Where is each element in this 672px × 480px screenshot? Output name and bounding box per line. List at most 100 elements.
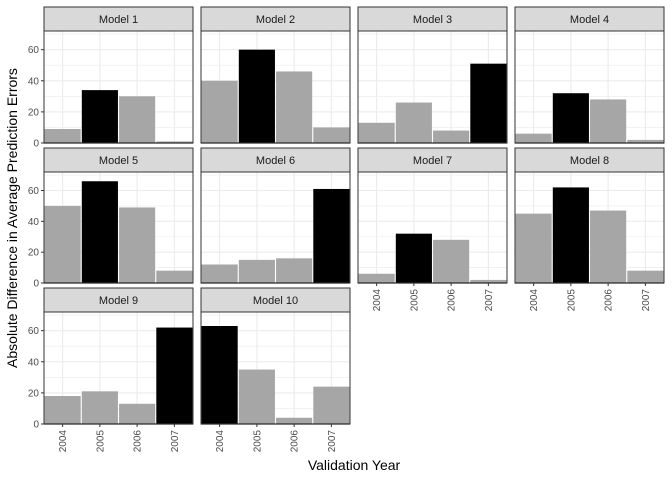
- bar: [201, 326, 238, 424]
- facet-strip: [200, 287, 351, 313]
- bar: [470, 63, 507, 143]
- facet-strip-label: Model 10: [253, 295, 298, 307]
- panel-border: [357, 30, 508, 144]
- facet-strip-label: Model 9: [99, 295, 138, 307]
- facet-strip-label: Model 6: [256, 155, 295, 167]
- bar: [276, 417, 313, 424]
- panel-background: [358, 172, 507, 283]
- bar: [590, 210, 627, 283]
- bar: [313, 386, 350, 424]
- x-tick-label: 2005: [95, 430, 106, 453]
- bar: [552, 187, 589, 283]
- bar: [470, 279, 507, 283]
- y-tick-label: 40: [28, 357, 40, 368]
- y-axis-title: Absolute Difference in Average Predictio…: [4, 68, 20, 368]
- bar: [44, 396, 81, 424]
- facet-panel: Model 1 0 20 40 60: [28, 6, 194, 150]
- bar: [156, 327, 193, 424]
- facet-strip: [514, 6, 665, 32]
- bar: [119, 207, 156, 283]
- facet-strip: [43, 6, 194, 32]
- x-axis-title: Validation Year: [308, 457, 401, 473]
- bar: [627, 270, 664, 283]
- facet-strip-label: Model 2: [256, 14, 295, 26]
- x-tick-label: 2006: [604, 289, 615, 312]
- bar: [515, 213, 552, 283]
- bar: [238, 369, 275, 424]
- panel-border: [357, 171, 508, 284]
- bar: [395, 102, 432, 143]
- bar: [81, 391, 118, 424]
- bar: [515, 133, 552, 143]
- bar: [276, 258, 313, 283]
- panel-border: [43, 311, 194, 425]
- facet-strip-label: Model 4: [570, 14, 609, 26]
- y-tick-label: 0: [33, 139, 39, 150]
- panel-border: [514, 30, 665, 144]
- x-tick-label: 2004: [58, 430, 69, 453]
- x-tick-label: 2007: [170, 430, 181, 453]
- bar: [358, 122, 395, 143]
- facet-panel: Model 6: [200, 147, 351, 284]
- x-tick-label: 2005: [409, 289, 420, 312]
- panel-background: [44, 31, 193, 143]
- bar: [81, 181, 118, 283]
- bar: [156, 270, 193, 283]
- x-tick-label: 2005: [566, 289, 577, 312]
- facet-strip-label: Model 3: [413, 14, 452, 26]
- x-tick-label: 2006: [290, 430, 301, 453]
- facet-strip-label: Model 8: [570, 155, 609, 167]
- facet-strip: [357, 147, 508, 173]
- y-tick-label: 0: [33, 279, 39, 290]
- y-tick-label: 60: [28, 326, 40, 337]
- facet-panel: Model 2: [200, 6, 351, 144]
- bar: [627, 139, 664, 143]
- panel-border: [514, 171, 665, 284]
- panel-background: [515, 31, 664, 143]
- facet-panel: Model 5 0 20 40 60: [28, 147, 194, 290]
- x-tick-label: 2007: [327, 430, 338, 453]
- bar: [238, 259, 275, 283]
- y-tick-label: 20: [28, 248, 40, 259]
- panel-border: [43, 171, 194, 284]
- facet-strip-label: Model 7: [413, 155, 452, 167]
- panel-border: [200, 311, 351, 425]
- facet-panel: Model 9 0 20 40 60 2004 2005 2006 2007: [28, 287, 194, 453]
- facet-strip: [200, 6, 351, 32]
- bar: [433, 130, 470, 143]
- y-tick-label: 60: [28, 186, 40, 197]
- facet-panel: Model 4: [514, 6, 665, 144]
- x-tick-label: 2006: [133, 430, 144, 453]
- x-tick-label: 2004: [215, 430, 226, 453]
- bar: [313, 188, 350, 283]
- y-tick-label: 40: [28, 217, 40, 228]
- x-tick-label: 2007: [484, 289, 495, 312]
- y-tick-label: 40: [28, 76, 40, 87]
- bar: [81, 90, 118, 143]
- facet-panel: Model 10 2004 2005 2006 2007: [200, 287, 351, 453]
- x-tick-label: 2004: [372, 289, 383, 312]
- bar: [156, 141, 193, 143]
- facet-strip-label: Model 1: [99, 14, 138, 26]
- bar: [119, 96, 156, 143]
- bar: [358, 273, 395, 283]
- facet-strip-label: Model 5: [99, 155, 138, 167]
- bar: [119, 403, 156, 424]
- panel-border: [43, 30, 194, 144]
- y-tick-label: 60: [28, 45, 40, 56]
- bar: [201, 80, 238, 143]
- panel-border: [200, 171, 351, 284]
- facet-panel: Model 3: [357, 6, 508, 144]
- facet-strip: [43, 147, 194, 173]
- bar: [238, 49, 275, 143]
- y-tick-label: 20: [28, 388, 40, 399]
- bar: [433, 239, 470, 283]
- bar: [552, 93, 589, 143]
- panel-border: [200, 30, 351, 144]
- facet-strip: [357, 6, 508, 32]
- bar: [44, 129, 81, 143]
- facet-panel: Model 7 2004 2005 2006 2007: [357, 147, 508, 312]
- bar: [395, 233, 432, 283]
